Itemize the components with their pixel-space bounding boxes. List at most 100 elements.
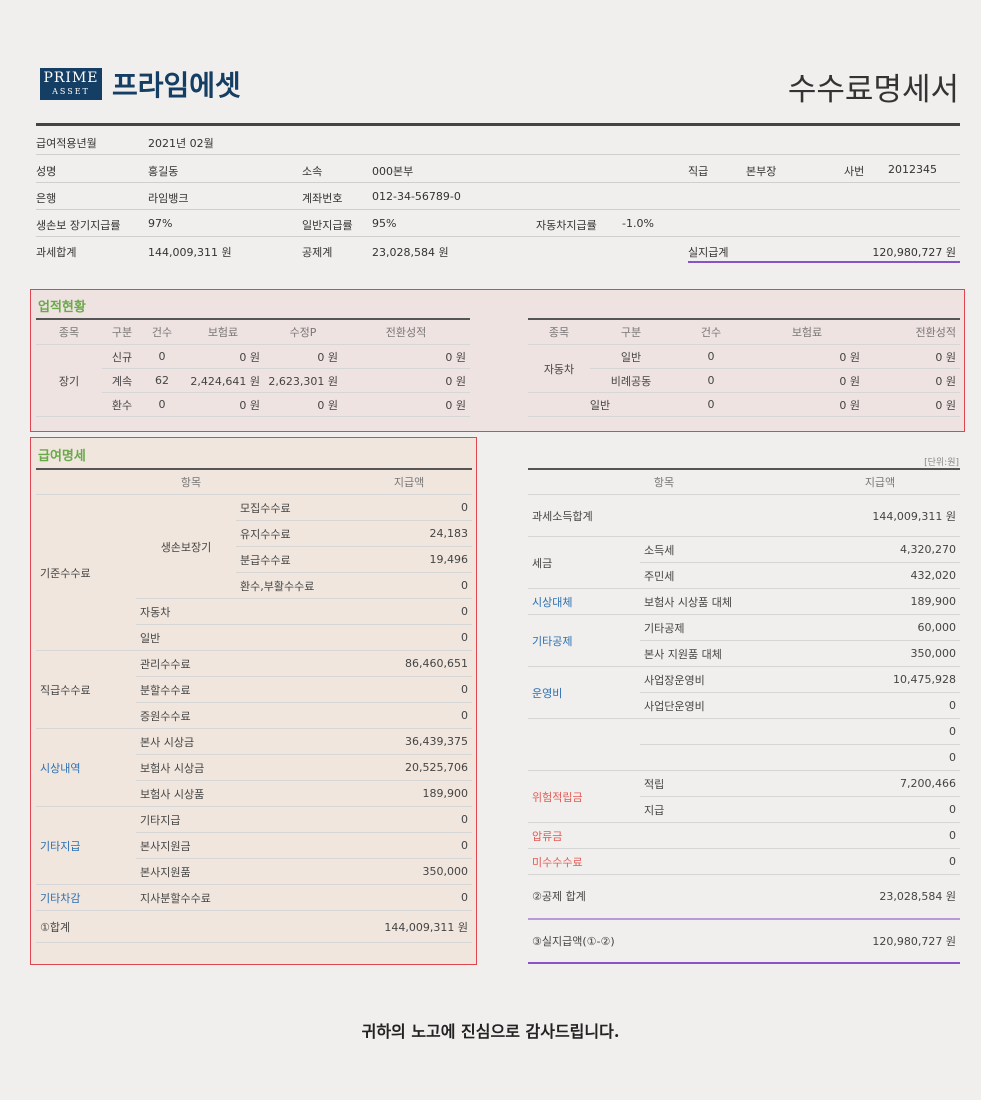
table-row: 기타차감 지사분할수수료 0 xyxy=(36,884,473,911)
performance-title: 업적현황 xyxy=(38,300,86,315)
cell: 0 원 xyxy=(182,344,264,369)
cell: 0 xyxy=(672,344,750,369)
cell: 계속 xyxy=(102,368,142,393)
gen-rate-label: 일반지급률 xyxy=(302,219,353,232)
cell: 0 원 xyxy=(182,392,264,417)
cell: 0 xyxy=(346,598,473,625)
cell: 0 원 xyxy=(342,392,470,417)
cell: 0 원 xyxy=(750,368,864,393)
table-row: 보험사 시상금 20,525,706 xyxy=(36,754,473,781)
cell: 60,000 xyxy=(800,614,960,641)
cell: 0 xyxy=(346,572,473,599)
table-row: 미수수수료 0 xyxy=(528,848,960,875)
cell: 지급 xyxy=(640,796,800,823)
net-underline xyxy=(688,261,960,263)
performance-long-table: 종목 구분 건수 보험료 수정P 전환성적 장기 신규 0 0 원 0 원 0 … xyxy=(36,318,470,417)
table-row: 본사 지원품 대체 350,000 xyxy=(528,640,960,667)
cell: 지사분할수수료 xyxy=(136,884,347,911)
group-label: 세금 xyxy=(528,536,640,589)
cell: 일반 xyxy=(590,344,672,369)
table-row: 일반 0 0 원 0 원 xyxy=(528,392,960,417)
col-header-item: 항목 xyxy=(528,468,800,495)
cell: 2,623,301 원 xyxy=(264,368,342,393)
cell xyxy=(640,718,800,745)
cell: 분할수수료 xyxy=(136,676,347,703)
cell: 0 xyxy=(800,848,960,875)
table-row: 보험사 시상품 189,900 xyxy=(36,780,473,807)
table-row: 기준수수료 생손보장기 모집수수료 0 xyxy=(36,494,473,651)
cell: 0 xyxy=(346,832,473,859)
cell: 0 xyxy=(672,368,750,393)
group-label: 시상내역 xyxy=(36,728,136,807)
net-total-row: ③실지급액(①-②) 120,980,727 원 xyxy=(528,918,960,964)
table-row: 환수 0 0 원 0 원 0 원 xyxy=(36,392,470,417)
deduct-value: 23,028,584 원 xyxy=(372,246,449,259)
cell: 0 xyxy=(346,702,473,729)
cell: 0 원 xyxy=(264,344,342,369)
table-row: 본사지원품 350,000 xyxy=(36,858,473,885)
group-label: 기타지급 xyxy=(36,806,136,885)
info-row-name: 성명 홍길동 소속 000본부 직급 본부장 사번 2012345 xyxy=(36,156,960,183)
cell: 기타지급 xyxy=(136,806,347,833)
table-row: 사업단운영비 0 xyxy=(528,692,960,719)
salary-table: 항목 지급액 기준수수료 생손보장기 모집수수료 0 유지수수료 24,183 … xyxy=(36,468,473,943)
table-row: 일반 0 xyxy=(36,624,473,651)
cell: 유지수수료 xyxy=(236,520,347,547)
table-row: 비례공동 0 0 원 0 원 xyxy=(528,368,960,393)
cell: 36,439,375 xyxy=(346,728,473,755)
cell: 0 원 xyxy=(864,344,960,369)
col-header: 보험료 xyxy=(182,318,264,345)
cell: 관리수수료 xyxy=(136,650,347,677)
col-header: 종목 xyxy=(528,318,590,345)
cell xyxy=(640,744,800,771)
bank-value: 라임뱅크 xyxy=(148,192,189,205)
net-total-label: ③실지급액(①-②) xyxy=(528,918,800,964)
logo-line1: PRIME xyxy=(43,70,99,86)
col-header: 수정P xyxy=(264,318,342,345)
cell: 0 xyxy=(346,494,473,521)
net-total-value: 120,980,727 원 xyxy=(800,918,960,964)
table-row: 주민세 432,020 xyxy=(528,562,960,589)
net-label: 실지급계 xyxy=(688,246,729,259)
group-label: 직급수수료 xyxy=(36,650,136,729)
cell: 사업장운영비 xyxy=(640,666,800,693)
group-label: 장기 xyxy=(36,344,102,417)
cell: 보험사 시상품 대체 xyxy=(640,588,800,615)
total-label: ①합계 xyxy=(36,910,347,943)
account-label: 계좌번호 xyxy=(302,192,343,205)
group-label: 기타공제 xyxy=(528,614,640,667)
table-row: 세금 소득세 4,320,270 xyxy=(528,536,960,589)
table-row: 위험적립금 적립 7,200,466 xyxy=(528,770,960,823)
cell: 0 xyxy=(346,806,473,833)
table-row: 자동차 0 xyxy=(36,598,473,625)
col-header: 전환성적 xyxy=(342,318,470,345)
group-label: 운영비 xyxy=(528,666,640,719)
group-label: 시상대체 xyxy=(528,588,640,615)
cell: 비례공동 xyxy=(590,368,672,393)
cell: 본사지원금 xyxy=(136,832,347,859)
deduct-label: 공제계 xyxy=(302,246,333,259)
cell: 0 xyxy=(672,392,750,417)
cell: 144,009,311 원 xyxy=(800,494,960,537)
cell: 증원수수료 xyxy=(136,702,347,729)
cell: 0 원 xyxy=(750,344,864,369)
cell: 86,460,651 xyxy=(346,650,473,677)
cell: 사업단운영비 xyxy=(640,692,800,719)
cell: 0 xyxy=(800,744,960,771)
cell: 환수,부활수수료 xyxy=(236,572,347,599)
col-header-amount: 지급액 xyxy=(346,468,473,495)
cell: 0 xyxy=(346,624,473,651)
cell: 0 xyxy=(346,884,473,911)
table-row: 운영비 사업장운영비 10,475,928 xyxy=(528,666,960,719)
cell: 0 원 xyxy=(864,392,960,417)
group-label: 기타차감 xyxy=(36,884,136,911)
dept-value: 000본부 xyxy=(372,165,414,178)
cell: 본사지원품 xyxy=(136,858,347,885)
group-label: 자동차 xyxy=(528,344,590,393)
cell: 189,900 xyxy=(346,780,473,807)
header-divider xyxy=(36,123,960,126)
table-row: 시상대체 보험사 시상품 대체 189,900 xyxy=(528,588,960,615)
cell: 0 원 xyxy=(342,368,470,393)
life-rate-label: 생손보 장기지급률 xyxy=(36,219,121,232)
cell: 보험사 시상금 xyxy=(136,754,347,781)
